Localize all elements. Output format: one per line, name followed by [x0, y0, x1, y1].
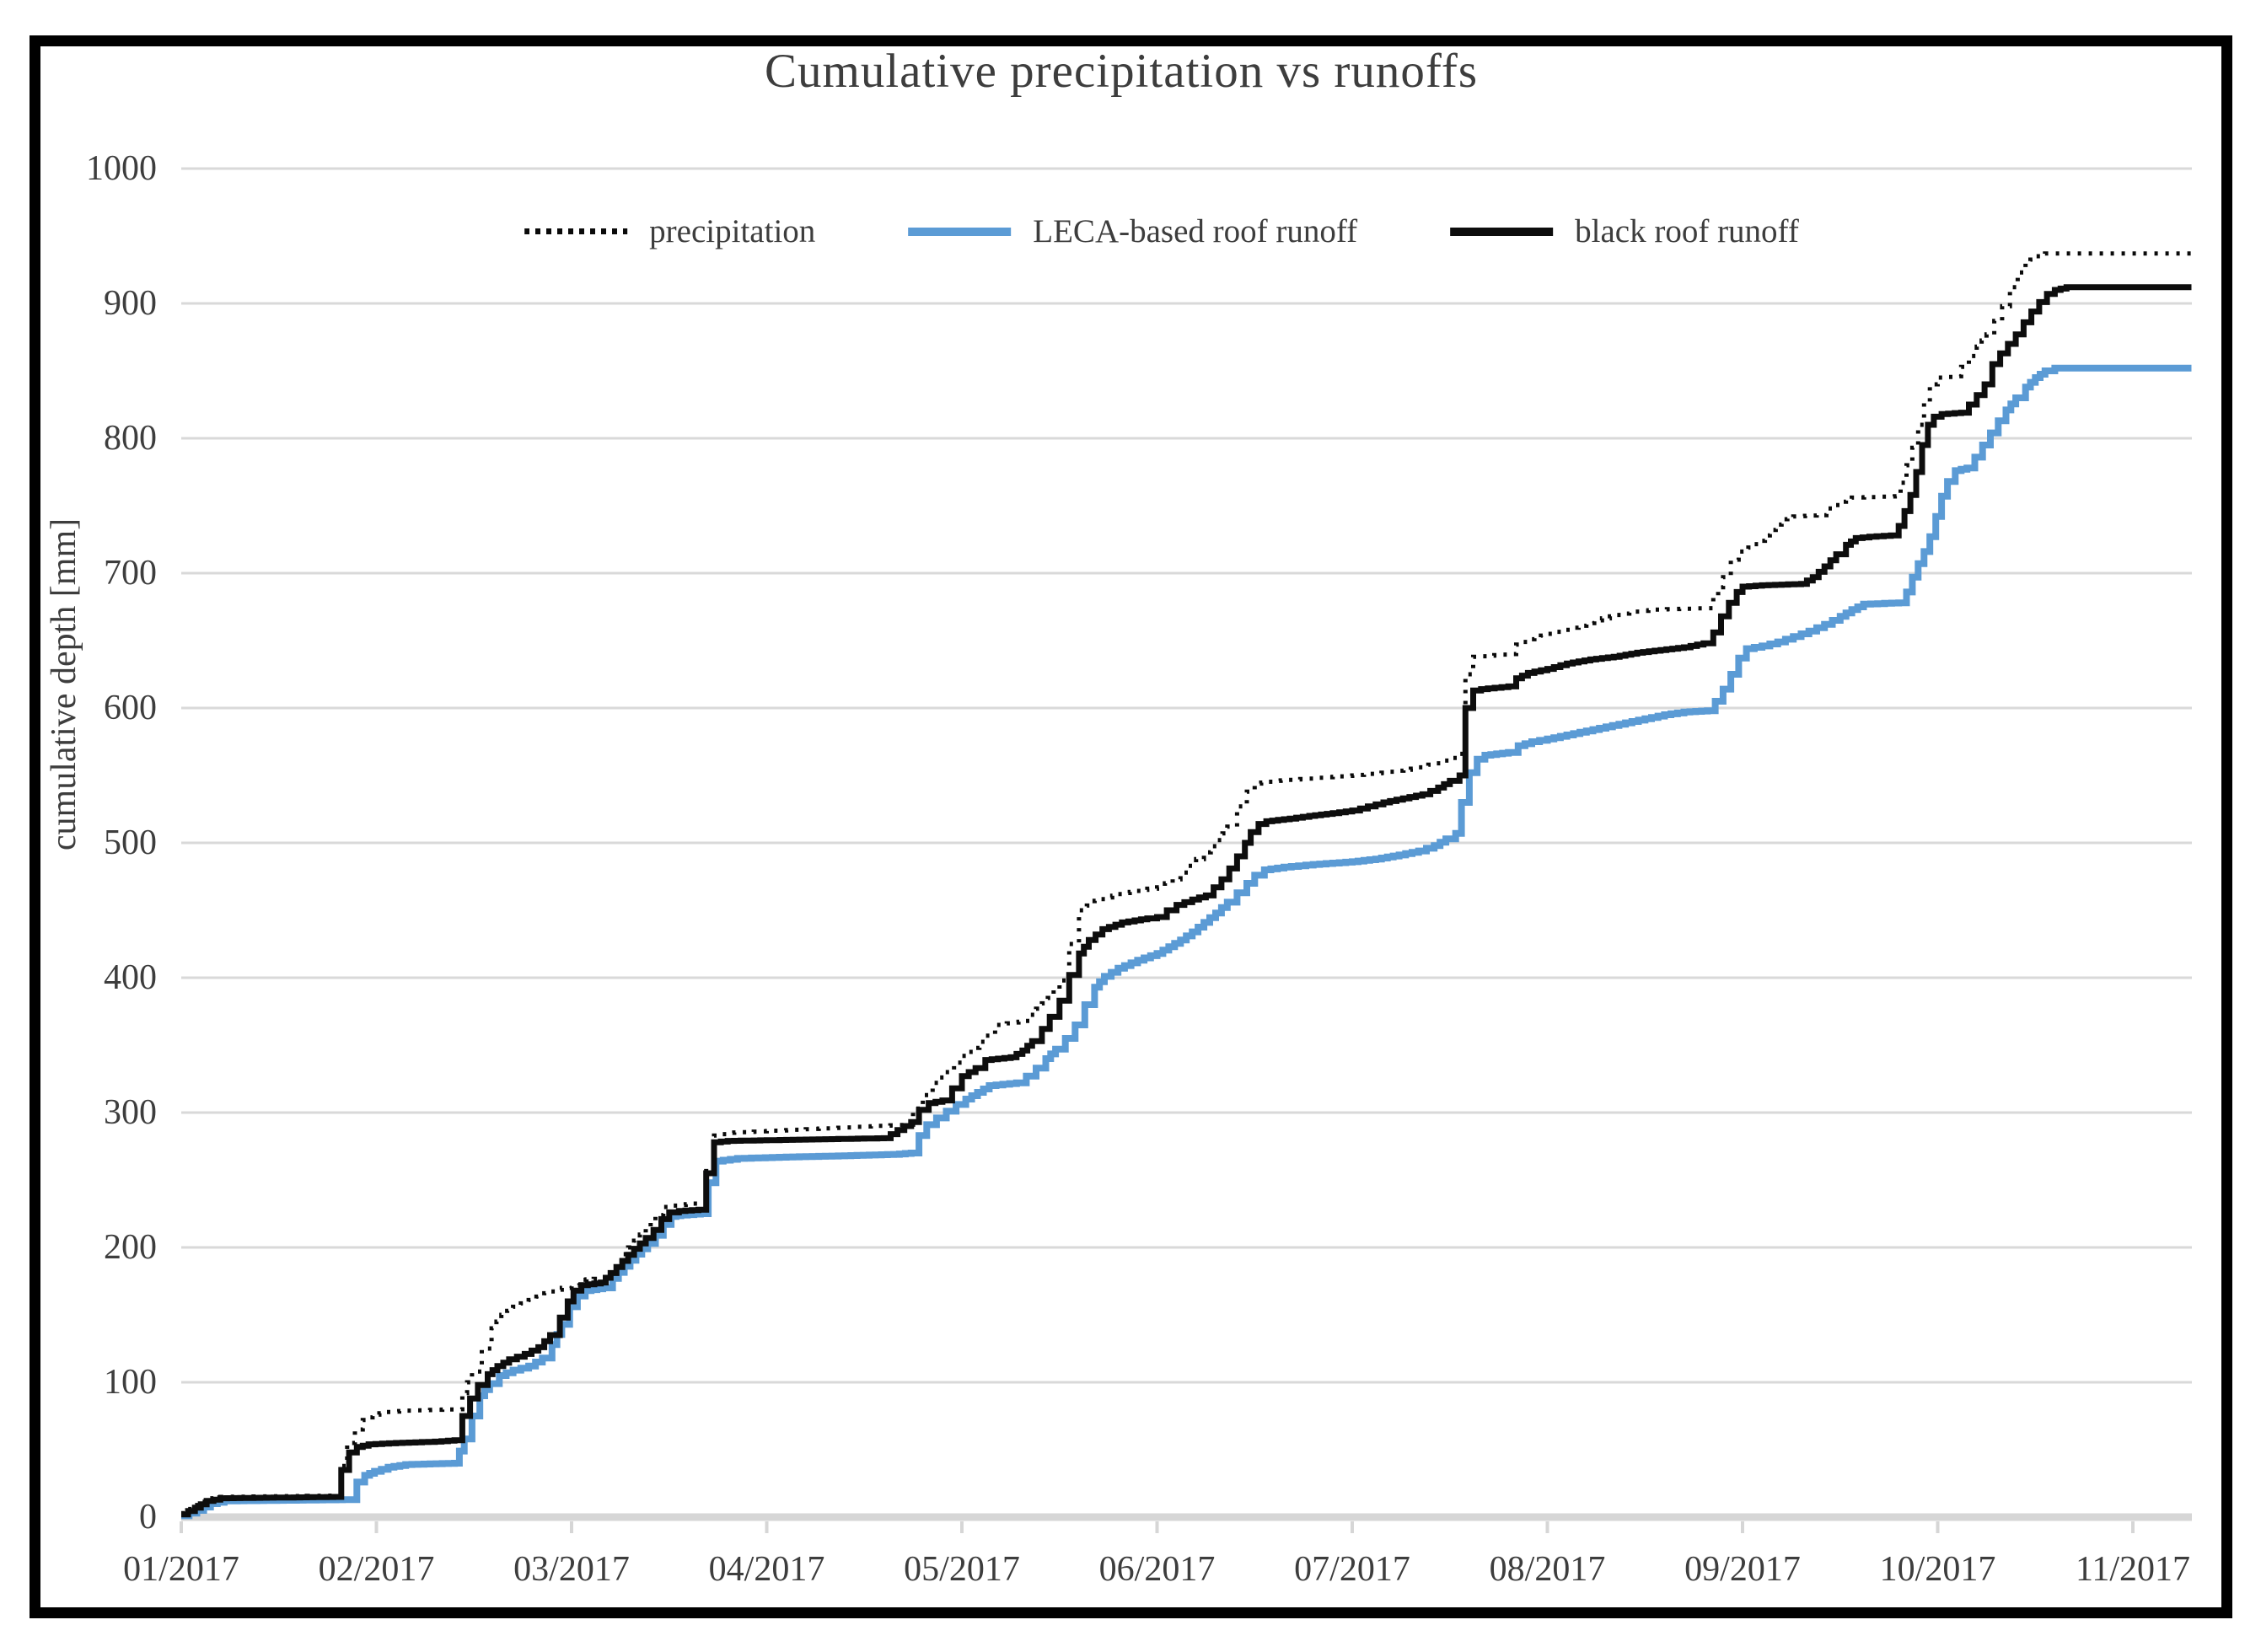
legend-label: black roof runoff: [1575, 213, 1799, 249]
y-tick-label: 0: [139, 1498, 157, 1537]
x-tick-label: 03/2017: [513, 1550, 630, 1589]
y-tick-label: 900: [104, 284, 157, 323]
chart-frame: [30, 35, 2232, 1618]
legend-item-precipitation: precipitation: [524, 212, 815, 250]
x-tick-label: 09/2017: [1684, 1550, 1801, 1589]
x-tick-label: 06/2017: [1098, 1550, 1216, 1589]
x-tick-label: 02/2017: [318, 1550, 435, 1589]
y-tick-label: 500: [104, 823, 157, 862]
y-tick-label: 300: [104, 1093, 157, 1132]
series-line-leca-based-roof-runoff: [181, 364, 2192, 1520]
x-tick-label: 10/2017: [1879, 1550, 1996, 1589]
legend: precipitation LECA-based roof runoff bla…: [524, 212, 1799, 250]
x-tick-label: 01/2017: [123, 1550, 239, 1589]
y-tick-label: 700: [104, 554, 157, 593]
legend-item-black-runoff: black roof runoff: [1450, 212, 1799, 250]
legend-label: LECA-based roof runoff: [1033, 213, 1358, 249]
chart-title: Cumulative precipitation vs runoffs: [764, 45, 1479, 98]
y-tick-label: 200: [104, 1228, 157, 1267]
leca-runoff-line-swatch: [908, 227, 1012, 236]
x-tick-label: 08/2017: [1489, 1550, 1606, 1589]
x-tick-label: 04/2017: [708, 1550, 825, 1589]
y-tick-label: 1000: [86, 149, 157, 188]
series-line-precipitation: [181, 251, 2192, 1515]
y-tick-label: 800: [104, 419, 157, 458]
black-runoff-line-swatch: [1450, 227, 1554, 236]
series-line-black-roof-runoff: [181, 284, 2192, 1518]
y-tick-label: 100: [104, 1363, 157, 1402]
x-tick-label: 07/2017: [1294, 1550, 1410, 1589]
y-tick-label: 600: [104, 689, 157, 727]
legend-item-leca-runoff: LECA-based roof runoff: [908, 212, 1357, 250]
y-tick-label: 400: [104, 958, 157, 997]
x-tick-label: 11/2017: [2075, 1550, 2191, 1589]
precipitation-dotted-line-swatch: [524, 228, 628, 234]
x-tick-label: 05/2017: [904, 1550, 1020, 1589]
legend-label: precipitation: [649, 213, 816, 249]
